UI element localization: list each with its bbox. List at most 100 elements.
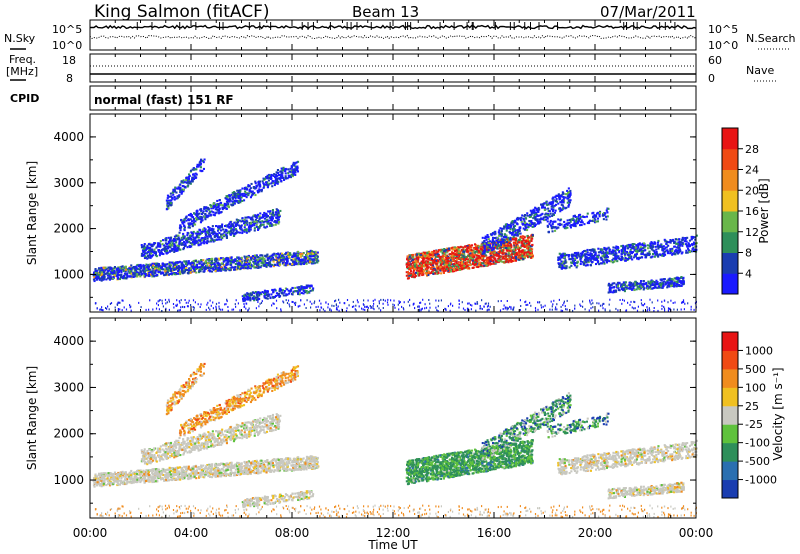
power-cell: [256, 213, 259, 216]
power-cell: [466, 261, 469, 264]
power-cell: [269, 258, 272, 261]
power-cell: [460, 257, 463, 260]
power-cell: [294, 261, 297, 264]
power-cell: [238, 219, 241, 222]
power-cell: [273, 252, 276, 255]
power-cell: [217, 262, 220, 265]
power-cell: [295, 161, 298, 164]
power-cell: [140, 272, 143, 275]
power-cell: [526, 214, 529, 217]
power-cell: [136, 273, 139, 276]
power-cell: [122, 276, 125, 279]
power-cell: [208, 227, 211, 230]
power-cell: [245, 258, 248, 261]
power-cell: [199, 268, 202, 271]
power-cell: [567, 187, 570, 190]
power-cell: [514, 246, 517, 249]
power-cell: [525, 239, 528, 242]
power-cell: [237, 231, 240, 234]
power-cell: [231, 223, 234, 226]
power-cell: [287, 168, 290, 171]
power-cell: [512, 235, 515, 238]
power-cell: [135, 271, 138, 274]
power-cell: [177, 261, 180, 264]
power-cell: [182, 188, 185, 191]
power-cell: [296, 253, 299, 256]
power-cell: [228, 199, 231, 202]
power-cell: [481, 236, 484, 239]
power-cell: [203, 207, 206, 210]
power-cell: [477, 255, 480, 258]
power-cell: [192, 240, 195, 243]
power-cell: [302, 262, 305, 265]
power-cell: [442, 271, 445, 274]
power-cell: [285, 251, 288, 254]
power-cell: [211, 231, 214, 234]
power-cell: [255, 220, 258, 223]
power-cell: [102, 266, 105, 269]
power-cell: [218, 199, 221, 202]
power-cell: [165, 271, 168, 274]
power-cell: [218, 232, 221, 235]
power-cell: [153, 242, 156, 245]
power-cell: [527, 226, 530, 229]
power-cell: [449, 259, 452, 262]
power-cell: [255, 184, 258, 187]
station-title: King Salmon (fitACF): [94, 2, 270, 22]
power-cell: [513, 221, 516, 224]
power-cell: [303, 258, 306, 261]
power-cell: [219, 211, 222, 214]
power-cell: [498, 234, 501, 237]
power-cell: [179, 271, 182, 274]
power-cell: [134, 269, 137, 272]
power-cell: [138, 265, 141, 268]
power-cell: [245, 230, 248, 233]
power-cell: [451, 254, 454, 257]
power-cell: [165, 199, 168, 202]
power-cell: [418, 268, 421, 271]
power-cell: [503, 226, 506, 229]
power-cell: [233, 259, 236, 262]
power-cell: [316, 255, 319, 258]
power-cell: [561, 199, 564, 202]
power-cell: [230, 225, 233, 228]
power-cell: [204, 213, 207, 216]
power-cell: [183, 267, 186, 270]
power-cell: [151, 254, 154, 257]
power-cell: [191, 176, 194, 179]
power-cell: [172, 188, 175, 191]
power-cell: [171, 272, 174, 275]
power-cell: [490, 233, 493, 236]
power-cell: [468, 244, 471, 247]
power-cell: [218, 207, 221, 210]
power-cell: [178, 242, 181, 245]
power-cell: [166, 251, 169, 254]
power-cell: [166, 245, 169, 248]
power-cell: [212, 266, 215, 269]
power-cell: [522, 239, 525, 242]
power-cell: [159, 268, 162, 271]
power-cell: [284, 264, 287, 267]
power-cell: [262, 264, 265, 267]
power-cell: [314, 258, 317, 261]
power-cell: [289, 252, 292, 255]
power-cell: [197, 236, 200, 239]
power-cell: [306, 258, 309, 261]
power-cell: [258, 183, 261, 186]
power-cell: [272, 211, 275, 214]
power-cell: [100, 277, 103, 280]
power-cell: [453, 263, 456, 266]
power-cell: [414, 271, 417, 274]
power-cell: [269, 256, 272, 259]
power-cell: [283, 169, 286, 172]
power-cell: [551, 197, 554, 200]
power-cell: [169, 236, 172, 239]
power-cell: [183, 229, 186, 232]
power-cell: [204, 234, 207, 237]
power-cell: [221, 223, 224, 226]
power-cell: [426, 260, 429, 263]
power-cell: [227, 205, 230, 208]
power-cell: [243, 229, 246, 232]
power-cell: [441, 269, 444, 272]
